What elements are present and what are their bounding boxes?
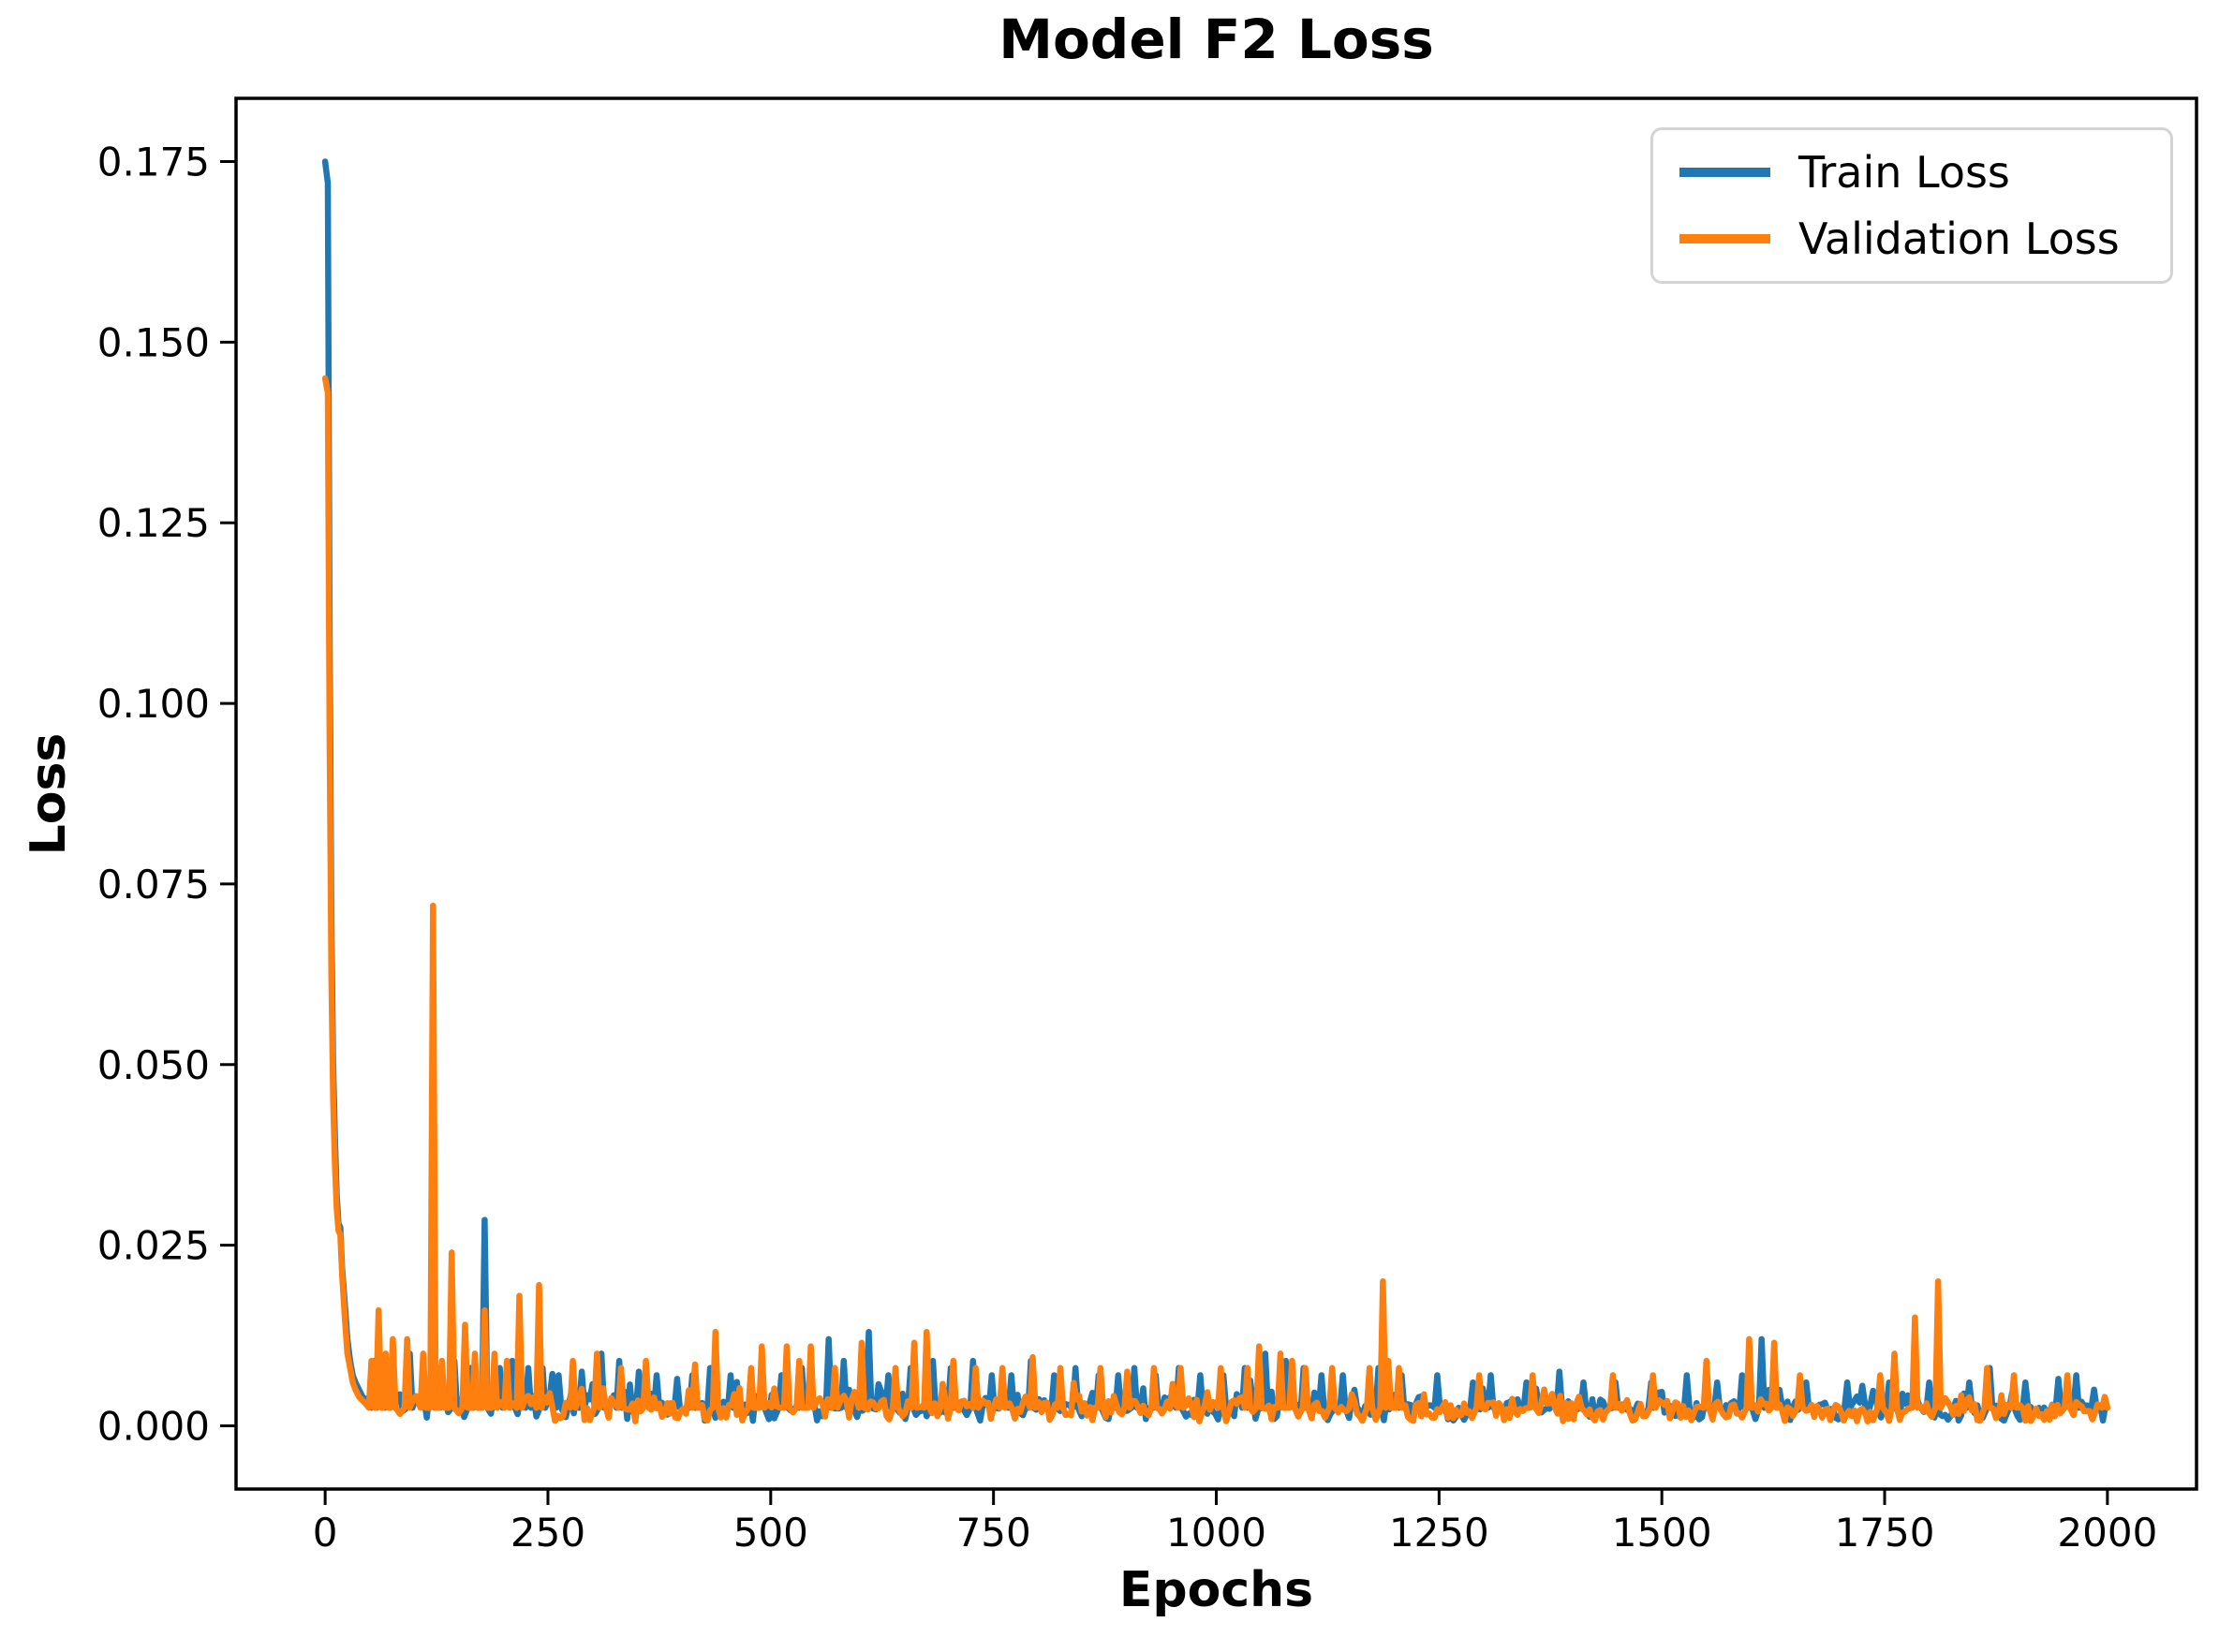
- legend-swatch-validation-loss: [1679, 233, 1770, 243]
- x-tick-label: 1750: [1835, 1510, 1935, 1556]
- x-tick-label: 1500: [1612, 1510, 1712, 1556]
- chart-title: Model F2 Loss: [999, 7, 1434, 71]
- x-tick-label: 1000: [1166, 1510, 1266, 1556]
- axis-spines: [234, 96, 2198, 1491]
- y-tick-label: 0.100: [97, 681, 210, 727]
- x-tick-label: 250: [510, 1510, 585, 1556]
- y-tick-label: 0.050: [97, 1042, 210, 1088]
- x-axis-label: Epochs: [1118, 1562, 1314, 1618]
- legend-label-train-loss: Train Loss: [1798, 147, 2010, 198]
- x-tick-label: 750: [956, 1510, 1031, 1556]
- y-tick-label: 0.000: [97, 1404, 210, 1450]
- x-tick-label: 0: [313, 1510, 338, 1556]
- y-tick-label: 0.025: [97, 1223, 210, 1269]
- series-line-train: [321, 158, 2109, 1424]
- x-tick-label: 2000: [2057, 1510, 2157, 1556]
- series-line-validation: [321, 375, 2111, 1425]
- y-tick-label: 0.175: [97, 140, 210, 185]
- legend-entry-validation: Validation Loss: [1679, 213, 2144, 264]
- legend-entry-train: Train Loss: [1679, 149, 2144, 197]
- y-tick-label: 0.075: [97, 862, 210, 907]
- x-tick-label: 500: [733, 1510, 808, 1556]
- y-tick-label: 0.150: [97, 319, 210, 365]
- x-tick-label: 1250: [1389, 1510, 1489, 1556]
- legend-swatch-train-loss: [1679, 168, 1770, 178]
- legend-label-validation-loss: Validation Loss: [1798, 213, 2120, 264]
- y-tick-label: 0.125: [97, 500, 210, 546]
- legend: Train Loss Validation Loss: [1650, 127, 2173, 285]
